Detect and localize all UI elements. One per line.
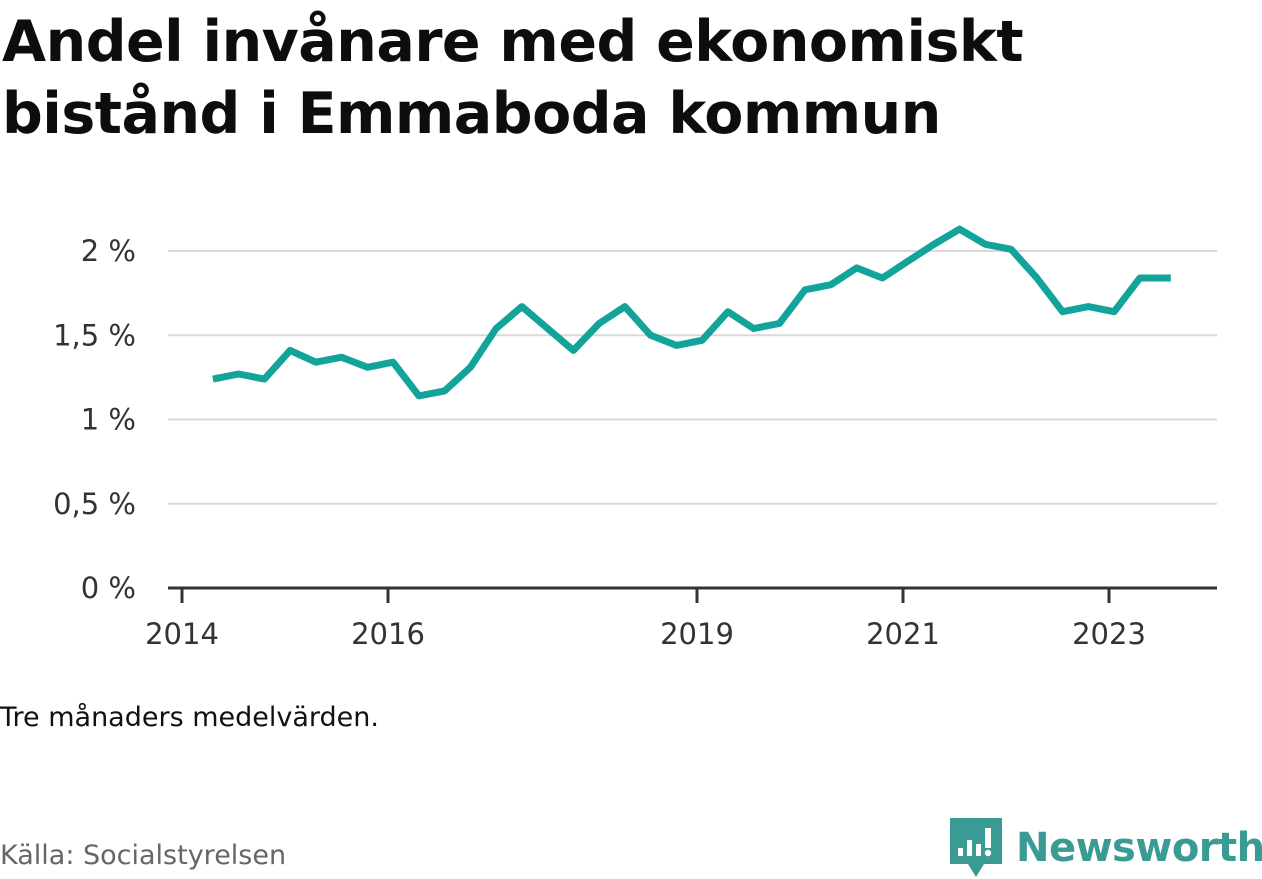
x-tick-label: 2016 (351, 617, 425, 651)
x-tick-labels: 2014 2016 2019 2021 2023 (145, 617, 1146, 651)
newsworthy-logo: Newsworthy (950, 818, 1262, 878)
y-tick-label: 1 % (81, 403, 136, 437)
y-tick-labels: 0 % 0,5 % 1 % 1,5 % 2 % (53, 234, 136, 605)
x-tick-label: 2014 (145, 617, 219, 651)
x-tick-label: 2019 (660, 617, 734, 651)
x-tick-label: 2021 (866, 617, 940, 651)
bar-chart-speech-bubble-icon (950, 818, 1002, 877)
line-chart: 0 % 0,5 % 1 % 1,5 % 2 % 2014 2016 2019 2021 2023 (53, 225, 1217, 651)
x-axis (168, 586, 1217, 603)
y-tick-label: 1,5 % (53, 318, 136, 352)
series-layer (212, 225, 1171, 400)
y-tick-label: 2 % (81, 234, 136, 268)
y-tick-label: 0 % (81, 571, 136, 605)
gridlines (168, 250, 1217, 505)
series-line (212, 225, 1171, 400)
chart-note: Tre månaders medelvärden. (0, 702, 379, 733)
chart-title: Andel invånare med ekonomiskt bistånd i … (2, 9, 1024, 147)
y-tick-label: 0,5 % (53, 487, 136, 521)
source-label: Källa: Socialstyrelsen (0, 840, 287, 871)
brand-name: Newsworthy (1016, 825, 1262, 871)
x-tick-label: 2023 (1072, 617, 1146, 651)
